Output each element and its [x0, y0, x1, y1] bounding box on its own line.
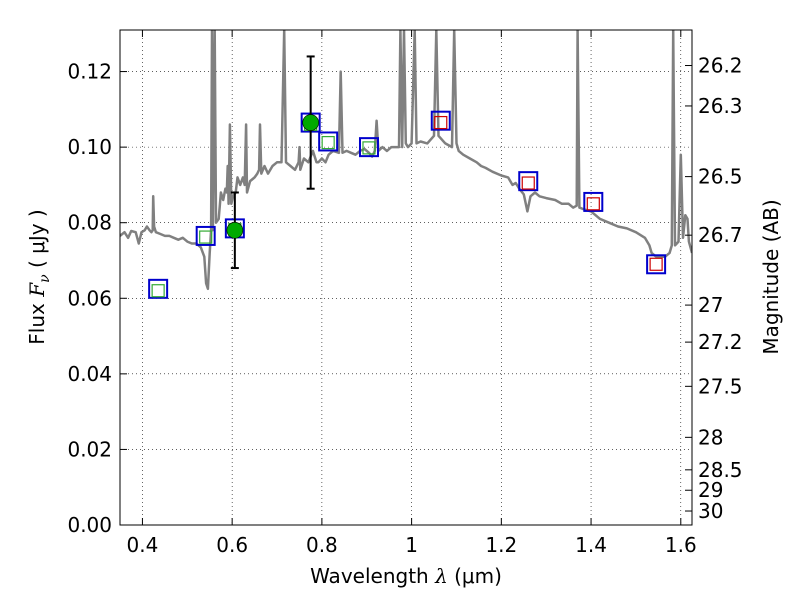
- photometry-box: [318, 131, 339, 152]
- x-tick-label: 0.6: [216, 533, 248, 557]
- magnitude-tick-label: 26.7: [698, 223, 743, 247]
- model-flux-box-red: [434, 115, 448, 130]
- measured-flux-point: [302, 114, 319, 131]
- magnitude-axis-label: Magnitude (AB): [759, 199, 783, 354]
- y-tick-label: 0.04: [67, 362, 112, 386]
- plot-frame: [119, 29, 693, 526]
- y-axis-label: Flux Fν ( μJy ): [25, 209, 53, 344]
- photometry-box: [583, 191, 604, 212]
- x-tick-label: 1: [405, 533, 418, 557]
- photometry-box: [195, 225, 216, 246]
- magnitude-tick-label: 27: [698, 293, 723, 317]
- magnitude-tick-label: 26.2: [698, 54, 743, 78]
- model-flux-box-green: [321, 136, 335, 150]
- x-tick-label: 1.4: [575, 533, 607, 557]
- photometry-box: [430, 110, 451, 131]
- x-axis-ticks: 0.4 0.6 0.8 1 1.2 1.4 1.6: [127, 30, 697, 557]
- y-axis-ticks: 0.00 0.02 0.04 0.06 0.08 0.10 0.12: [67, 60, 127, 537]
- model-flux-box-green: [362, 141, 376, 155]
- y-tick-label: 0.02: [67, 437, 112, 461]
- x-axis-label: Wavelength λ (μm): [310, 564, 502, 588]
- magnitude-tick-label: 26.3: [698, 94, 743, 118]
- model-flux-box-red: [586, 197, 600, 211]
- model-flux-box-green: [151, 284, 165, 298]
- model-flux-box-red: [649, 257, 663, 271]
- magnitude-tick-label: 27.5: [698, 374, 743, 398]
- measured-flux-point: [226, 221, 244, 239]
- magnitude-tick-label: 28: [698, 425, 723, 449]
- y-tick-label: 0.08: [67, 211, 112, 235]
- plot-area: [120, 30, 692, 299]
- photometry-box: [646, 254, 667, 275]
- model-flux-box-red: [521, 176, 535, 190]
- magnitude-tick-label: 30: [698, 499, 723, 523]
- x-tick-label: 1.2: [485, 533, 517, 557]
- x-tick-label: 0.4: [127, 533, 159, 557]
- photometry-box: [148, 278, 169, 299]
- photometry-box: [358, 137, 379, 158]
- model-sed-line: [120, 30, 692, 291]
- y-tick-label: 0.10: [67, 135, 112, 159]
- x-tick-label: 1.6: [665, 533, 697, 557]
- y-tick-label: 0.12: [67, 60, 112, 84]
- magnitude-tick-label: 28.5: [698, 458, 743, 482]
- y-tick-label: 0.00: [67, 513, 112, 537]
- y-tick-label: 0.06: [67, 286, 112, 310]
- magnitude-tick-label: 27.2: [698, 330, 743, 354]
- model-flux-box-green: [199, 230, 213, 244]
- photometry-box: [518, 171, 539, 192]
- x-tick-label: 0.8: [306, 533, 338, 557]
- magnitude-tick-label: 29: [698, 478, 723, 502]
- magnitude-tick-label: 26.5: [698, 165, 743, 189]
